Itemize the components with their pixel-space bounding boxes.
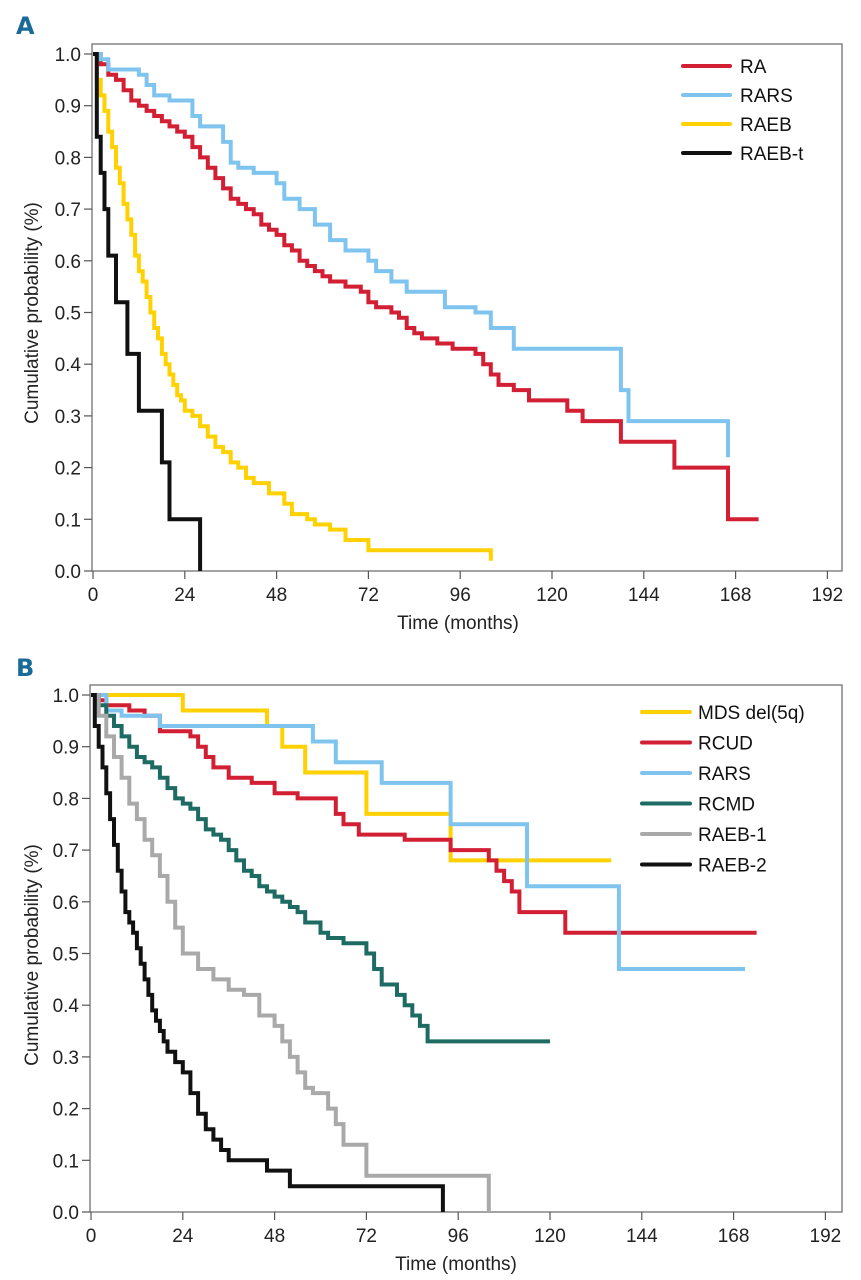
legend-label: RA	[740, 57, 767, 78]
y-tick-label: 0.7	[55, 200, 81, 221]
x-tick-label: 72	[356, 1226, 377, 1247]
series-line-ra	[93, 52, 759, 522]
panel-label-b: B	[16, 654, 34, 682]
y-tick-label: 0.2	[55, 459, 81, 480]
legend-label: MDS del(5q)	[698, 703, 805, 724]
legend-item-ra: RA	[681, 57, 767, 78]
y-tick-label: 0.8	[55, 148, 81, 169]
legend-label: RARS	[740, 86, 793, 107]
y-tick-label: 0.8	[53, 789, 79, 810]
legend-item-raeb: RAEB	[681, 115, 792, 136]
series-line-rars	[93, 52, 730, 458]
x-tick-label: 168	[718, 1226, 750, 1247]
x-tick-label: 144	[628, 585, 660, 606]
legend-label: RAEB	[740, 115, 792, 136]
y-tick-label: 1.0	[53, 686, 79, 707]
legend-item-rars: RARS	[681, 86, 793, 107]
legend-a: RA RARS RAEB RAEB-t	[681, 57, 804, 165]
y-tick-label: 0.4	[55, 355, 82, 376]
curves-a	[93, 52, 759, 571]
x-tick-label: 168	[720, 585, 752, 606]
legend-item-raeb-t: RAEB-t	[681, 144, 804, 165]
x-tick-label: 24	[172, 1226, 194, 1247]
x-axis-title-b: Time (months)	[395, 1254, 517, 1275]
series-line-mds-del-5q	[91, 693, 612, 863]
y-tick-label: 0.1	[53, 1151, 79, 1172]
x-tick-label: 144	[626, 1226, 658, 1247]
y-tick-label: 0.5	[55, 304, 81, 325]
legend-item-rars: RARS	[640, 764, 751, 785]
curves-b	[91, 693, 757, 1212]
legend-label: RAEB-2	[698, 856, 767, 877]
legend-item-mds-del-5q: MDS del(5q)	[640, 703, 805, 724]
x-tick-label: 48	[266, 585, 287, 606]
x-tick-label: 96	[448, 1226, 469, 1247]
y-tick-label: 0.2	[53, 1100, 79, 1121]
legend-label: RAEB-1	[698, 825, 767, 846]
x-tick-label: 96	[450, 585, 471, 606]
legend-b: MDS del(5q) RCUD RARS RCMD RAEB-1 RAEB-2	[640, 703, 805, 877]
series-line-raeb-1	[91, 693, 491, 1212]
panel-a: A 0.0 0.1 0.2 0.3 0.4 0.5 0.6 0.7 0.8 0.9 1.0 0 24 4…	[16, 12, 843, 634]
legend-label: RCUD	[698, 734, 753, 755]
y-tick-label: 0.0	[53, 1203, 79, 1224]
y-tick-label: 0.4	[53, 996, 80, 1017]
y-tick-label: 0.3	[55, 407, 81, 428]
legend-item-rcmd: RCMD	[640, 795, 755, 816]
x-tick-label: 192	[810, 1226, 842, 1247]
y-tick-label: 1.0	[55, 45, 81, 66]
legend-label: RCMD	[698, 795, 755, 816]
panel-label-a: A	[16, 12, 35, 40]
legend-label: RAEB-t	[740, 144, 804, 165]
x-tick-label: 0	[88, 585, 99, 606]
legend-item-rcud: RCUD	[640, 734, 753, 755]
y-tick-label: 0.1	[55, 510, 81, 531]
legend-label: RARS	[698, 764, 751, 785]
y-ticks-b: 0.0 0.1 0.2 0.3 0.4 0.5 0.6 0.7 0.8 0.9 1.0	[53, 686, 90, 1224]
series-line-raeb-t	[93, 52, 203, 571]
y-tick-label: 0.7	[53, 841, 79, 862]
x-tick-label: 120	[534, 1226, 566, 1247]
y-tick-label: 0.3	[53, 1048, 79, 1069]
x-tick-label: 72	[358, 585, 379, 606]
panel-b: B 0.0 0.1 0.2 0.3 0.4 0.5 0.6 0.7 0.8 0.9 1.0 0 24 4…	[16, 654, 843, 1275]
y-tick-label: 0.5	[53, 945, 79, 966]
x-tick-label: 120	[536, 585, 568, 606]
x-tick-label: 0	[86, 1226, 97, 1247]
x-tick-label: 48	[264, 1226, 285, 1247]
x-ticks-a: 0 24 48 72 96 120 144 168 192	[88, 571, 844, 606]
x-axis-title-a: Time (months)	[397, 613, 519, 634]
x-ticks-b: 0 24 48 72 96 120 144 168 192	[86, 1212, 842, 1247]
y-tick-label: 0.6	[55, 252, 81, 273]
y-ticks-a: 0.0 0.1 0.2 0.3 0.4 0.5 0.6 0.7 0.8 0.9 1.0	[55, 45, 92, 583]
plot-frame-a	[91, 43, 843, 572]
series-line-rcmd	[91, 693, 550, 1044]
y-tick-label: 0.6	[53, 893, 79, 914]
y-axis-title-a: Cumulative probability (%)	[22, 202, 43, 424]
y-tick-label: 0.9	[53, 738, 79, 759]
x-tick-label: 192	[812, 585, 844, 606]
series-line-rars	[91, 693, 746, 971]
y-tick-label: 0.0	[55, 562, 81, 583]
series-line-raeb-2	[91, 693, 445, 1212]
y-tick-label: 0.9	[55, 97, 81, 118]
series-line-raeb	[93, 52, 493, 561]
y-axis-title-b: Cumulative probability (%)	[22, 844, 43, 1066]
legend-item-raeb-2: RAEB-2	[640, 856, 767, 877]
plot-frame-b	[89, 684, 843, 1213]
legend-item-raeb-1: RAEB-1	[640, 825, 767, 846]
x-tick-label: 24	[174, 585, 196, 606]
